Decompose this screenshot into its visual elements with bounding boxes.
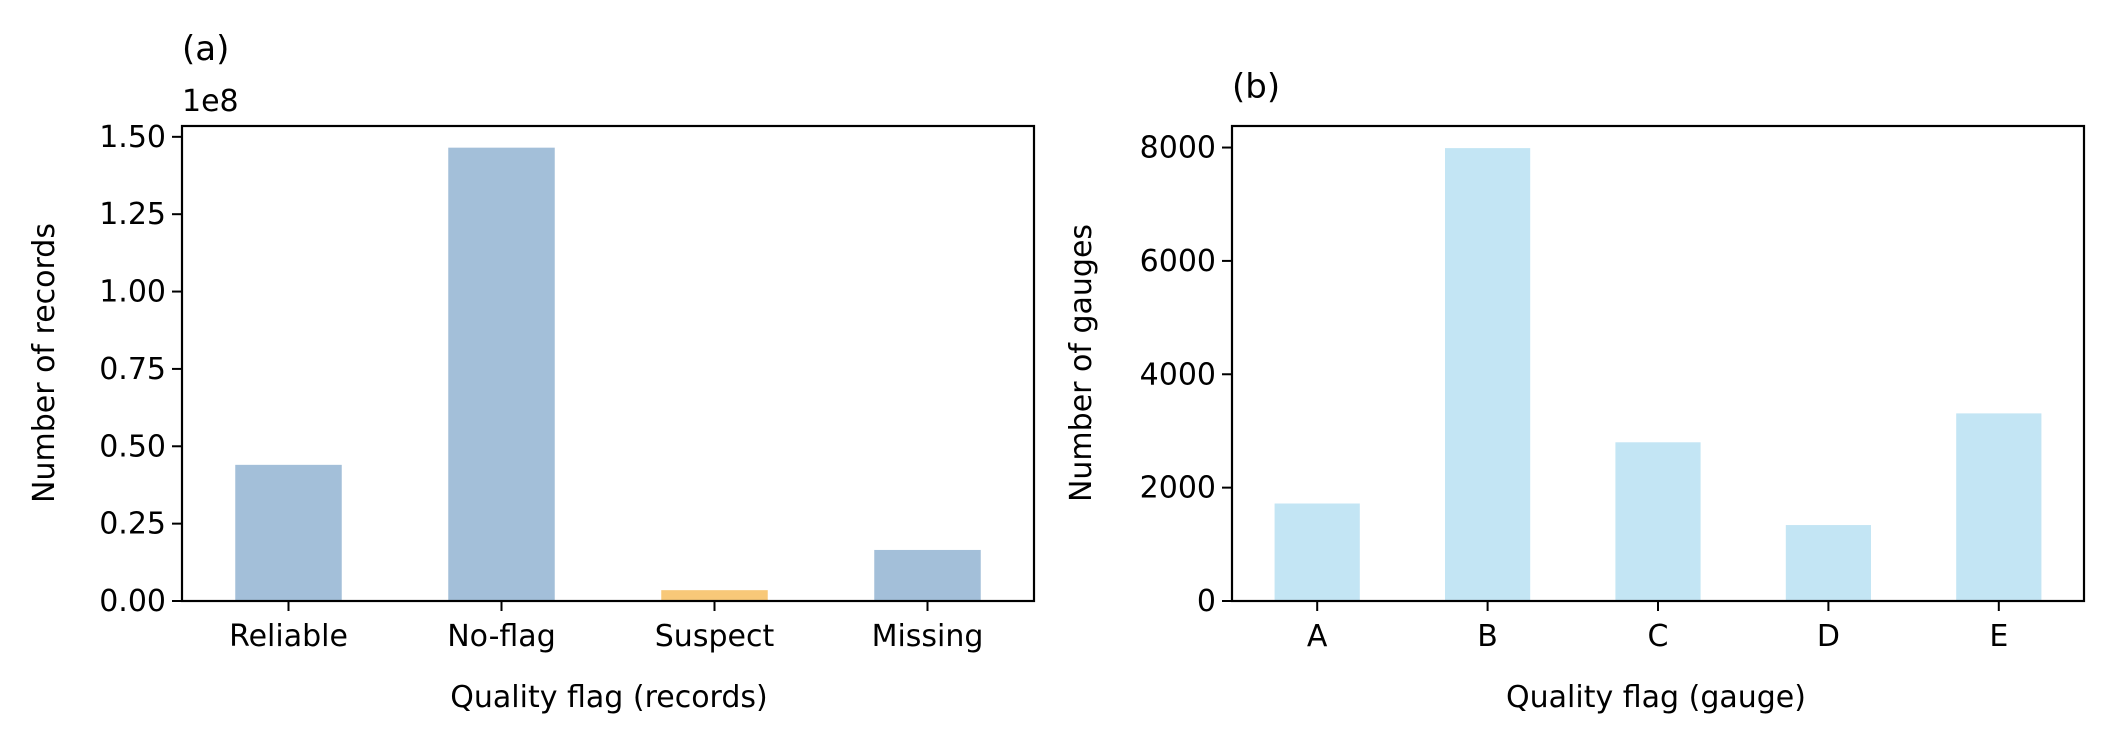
panel-b-y-tick-label: 4000 <box>1140 357 1216 392</box>
panel-a-x-axis-label: Quality flag (records) <box>450 680 767 715</box>
panel-b-x-tick-label: D <box>1817 619 1840 654</box>
panel-a-bar-suspect <box>661 590 768 601</box>
panel-a-y-tick-label: 1.25 <box>99 197 166 232</box>
panel-b-x-tick-label: B <box>1477 619 1498 654</box>
panel-b-title: (b) <box>1232 67 1280 107</box>
panel-a-x-tick-label: Reliable <box>229 619 348 654</box>
panel-a-plot-frame <box>180 124 1036 603</box>
panel-a-y-tick-label: 0.75 <box>99 352 166 387</box>
panel-a-bar-reliable <box>235 464 342 601</box>
panel-b-plot-frame <box>1230 124 2086 603</box>
panel-a-offset-text: 1e8 <box>182 84 239 119</box>
panel-a-title: (a) <box>182 29 229 69</box>
panel-a-y-axis-label: Number of records <box>27 223 62 503</box>
panel-b-y-ticks: 0 2000 4000 6000 8000 <box>1140 131 1232 619</box>
panel-a-y-ticks: 0.00 0.25 0.50 0.75 1.00 1.25 1.50 <box>99 120 182 619</box>
panel-b-bar-b <box>1445 148 1531 601</box>
panel-a-y-tick-label: 0.50 <box>99 429 166 464</box>
panel-a-bar-missing <box>874 549 981 601</box>
panel-b-x-ticks: A B C D E <box>1307 601 2008 654</box>
panel-b-bar-a <box>1274 503 1360 601</box>
panel-b-x-axis-label: Quality flag (gauge) <box>1506 680 1806 715</box>
panel-a-y-tick-label: 1.00 <box>99 275 166 310</box>
panel-b-bar-c <box>1615 442 1701 601</box>
panel-a-y-tick-label: 0.25 <box>99 507 166 542</box>
panel-b-y-tick-label: 6000 <box>1140 244 1216 279</box>
panel-b-y-tick-label: 8000 <box>1140 131 1216 166</box>
panel-b-x-tick-label: A <box>1307 619 1328 654</box>
panel-b-bar-d <box>1785 525 1871 601</box>
panel-a-bar-no-flag <box>448 147 555 601</box>
panel-b-y-axis-label: Number of gauges <box>1064 224 1099 502</box>
panel-b-x-tick-label: C <box>1648 619 1669 654</box>
panel-a-x-tick-label: Suspect <box>655 619 775 654</box>
panel-b-y-tick-label: 2000 <box>1140 471 1216 506</box>
panel-b-bar-e <box>1956 413 2042 601</box>
chart-panel-a: (a) 1e8 0.00 0.25 0.50 0.75 1.00 1.25 1.50 Rel… <box>27 29 1036 715</box>
panel-b-y-tick-label: 0 <box>1197 584 1216 619</box>
panel-b-x-tick-label: E <box>1989 619 2008 654</box>
panel-a-x-ticks: Reliable No-flag Suspect Missing <box>229 601 983 654</box>
panel-a-y-tick-label: 0.00 <box>99 584 166 619</box>
chart-panel-b: (b) 0 2000 4000 6000 8000 A B C D E Quality flag… <box>1064 67 2086 715</box>
panel-a-x-tick-label: Missing <box>872 619 984 654</box>
panel-b-bars <box>1274 148 2042 601</box>
panel-a-x-tick-label: No-flag <box>447 619 556 654</box>
panel-a-bars <box>235 147 981 601</box>
panel-a-y-tick-label: 1.50 <box>99 120 166 155</box>
